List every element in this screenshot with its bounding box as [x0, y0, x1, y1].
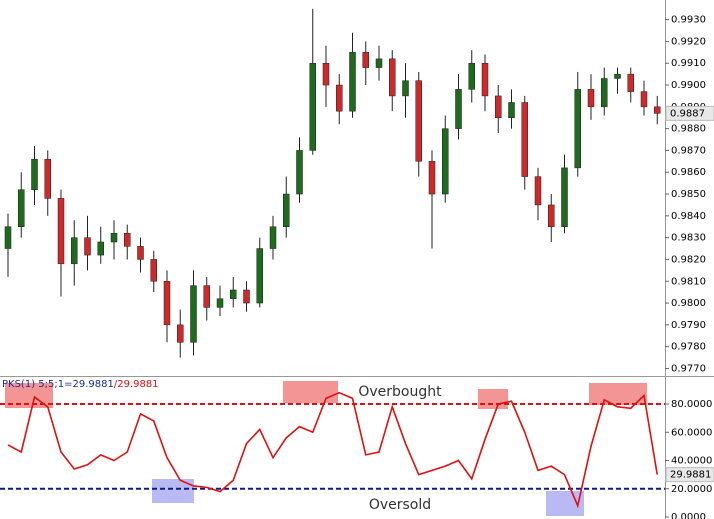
candle-body: [640, 91, 648, 108]
level-label: Oversold: [369, 497, 431, 513]
y-tick-label: 0.0000: [671, 512, 706, 519]
candle-body: [508, 102, 515, 118]
last-value-box: [665, 105, 714, 121]
candle-body: [561, 167, 568, 227]
y-tick-label: 0.9840: [671, 211, 706, 222]
y-tick-label: 20.0000: [671, 484, 712, 495]
candle-body: [124, 233, 131, 247]
candle-body: [534, 176, 542, 206]
candle-body: [71, 237, 78, 265]
y-tick-label: 0.9910: [671, 58, 706, 69]
level-label: Overbought: [358, 384, 442, 400]
candle-body: [18, 189, 25, 227]
candle-body: [137, 246, 144, 260]
y-tick-label: 0.9850: [671, 189, 706, 200]
candle-body: [110, 233, 118, 243]
candle-body: [495, 95, 502, 118]
candle-body: [481, 62, 489, 97]
candle-body: [614, 73, 621, 79]
last-value-label: 29.9881: [670, 470, 711, 481]
candle-body: [243, 289, 250, 304]
candle-body: [309, 62, 316, 151]
y-tick-label: 0.9860: [671, 167, 706, 178]
candle-body: [587, 89, 595, 108]
candle-body: [230, 289, 237, 299]
y-tick-label: 0.9780: [671, 342, 706, 353]
candle-body: [336, 84, 343, 112]
indicator-title: PKS(1) 5;5;1=29.9881/29.9881: [2, 379, 159, 390]
candle-body: [57, 198, 65, 265]
candle-body: [455, 89, 462, 129]
candle-body: [84, 237, 91, 256]
candle-body: [177, 324, 184, 343]
candle-body: [150, 259, 157, 282]
candle-body: [322, 62, 330, 86]
y-tick-label: 0.9930: [671, 15, 706, 26]
y-tick-label: 0.9870: [671, 145, 706, 156]
y-tick-label: 40.0000: [671, 456, 712, 467]
y-tick-label: 0.9880: [671, 124, 706, 135]
candle-body: [97, 241, 104, 256]
candle-body: [389, 58, 396, 97]
y-tick-label: 0.9800: [671, 298, 706, 309]
candle-body: [283, 193, 290, 227]
y-tick-label: 0.9920: [671, 36, 706, 47]
candle-body: [163, 281, 171, 326]
candle-body: [601, 78, 608, 108]
candle-body: [31, 158, 38, 190]
candle-body: [468, 62, 475, 90]
candle-body: [548, 204, 555, 227]
candle-body: [4, 226, 12, 249]
y-tick-label: 80.0000: [671, 399, 712, 410]
candle-body: [442, 128, 449, 195]
indicator-title-tail: /29.9881: [114, 379, 159, 390]
last-value-box: [665, 467, 714, 483]
candle-body: [362, 52, 369, 68]
candle-body: [296, 150, 303, 195]
candle-body: [44, 158, 51, 199]
indicator-line: [7, 391, 659, 509]
candle-body: [269, 226, 277, 249]
last-value-label: 0.9887: [670, 108, 705, 119]
candle-body: [428, 161, 436, 195]
candle-body: [402, 80, 409, 97]
y-tick-label: 0.9820: [671, 254, 706, 265]
y-tick-label: 0.9790: [671, 320, 706, 331]
candle-body: [627, 73, 634, 92]
candle-body: [415, 80, 422, 162]
y-tick-label: 0.9830: [671, 233, 706, 244]
candle-body: [375, 58, 383, 68]
candle-body: [654, 106, 661, 114]
indicator-title-main: PKS(1) 5;5;1=29.9881: [2, 379, 114, 390]
candle-body: [216, 298, 224, 308]
y-tick-label: 0.9900: [671, 80, 706, 91]
candle-body: [256, 248, 263, 304]
candle-body: [190, 285, 197, 343]
candle-body: [203, 285, 210, 308]
candle-body: [574, 89, 581, 169]
candle-body: [521, 102, 528, 177]
overbought-zone: [478, 389, 508, 409]
y-tick-label: 0.9810: [671, 276, 706, 287]
candle-body: [349, 52, 356, 112]
y-tick-label: 60.0000: [671, 427, 712, 438]
y-tick-label: 0.9770: [671, 363, 706, 374]
overbought-zone: [283, 381, 338, 403]
